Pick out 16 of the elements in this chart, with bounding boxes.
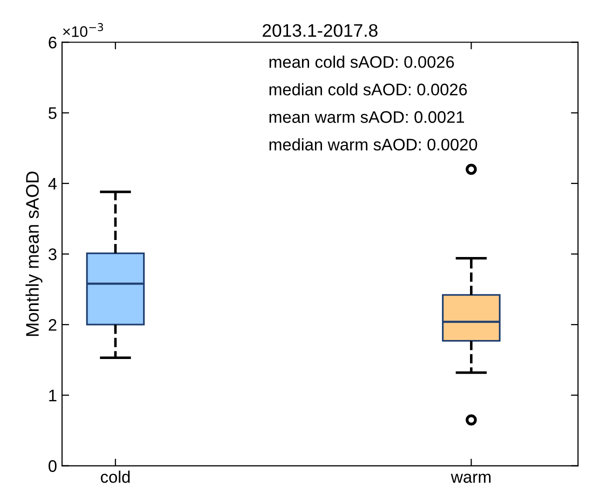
annotation: mean cold sAOD: 0.0026 <box>270 56 454 68</box>
x-tick-label: warm <box>450 474 491 483</box>
annotation: mean warm sAOD: 0.0021 <box>270 111 464 123</box>
y-tick-label: 1 <box>49 390 56 402</box>
y-tick-label: 4 <box>48 178 57 190</box>
annotation: median cold sAOD: 0.0026 <box>270 83 467 96</box>
y-tick-label: 2 <box>48 319 56 331</box>
y-tick-label: 6 <box>48 36 56 48</box>
y-tick-label: 5 <box>48 107 56 120</box>
y-axis-title: Monthly mean sAOD <box>26 172 42 336</box>
y-tick-label: 3 <box>48 248 56 260</box>
y-tick-label: 0 <box>48 460 57 472</box>
x-tick-label: cold <box>100 470 130 483</box>
chart-title: 2013.1-2017.8 <box>262 24 378 37</box>
annotation: median warm sAOD: 0.0020 <box>270 138 478 150</box>
text: ×10$^{−3}$ <box>63 23 104 37</box>
